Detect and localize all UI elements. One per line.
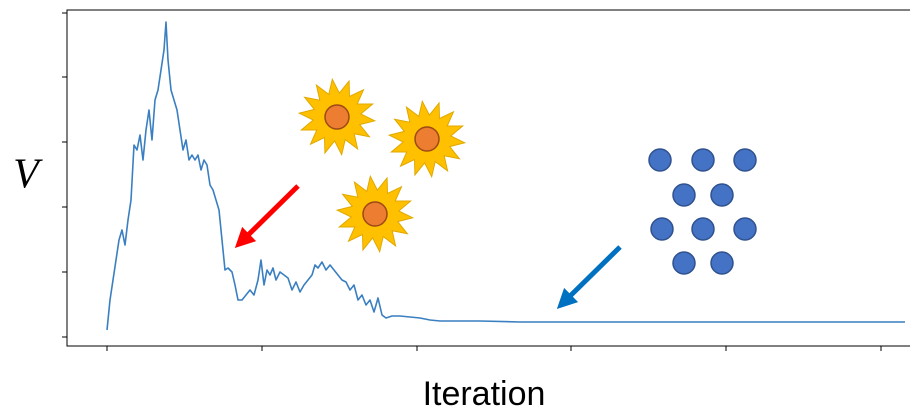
illustrations: [242, 79, 756, 302]
starburst-core: [363, 202, 387, 226]
data-line: [107, 22, 905, 330]
figure: V Iteration: [0, 0, 910, 414]
plot-frame: [67, 10, 910, 346]
blue-arrow: [564, 247, 620, 302]
starburst-core: [415, 127, 439, 151]
cluster-dots: [649, 149, 756, 274]
x-axis-label: Iteration: [423, 375, 546, 413]
red-arrow: [242, 186, 298, 241]
y-axis-label: V: [13, 152, 43, 198]
starburst-core: [325, 105, 349, 129]
